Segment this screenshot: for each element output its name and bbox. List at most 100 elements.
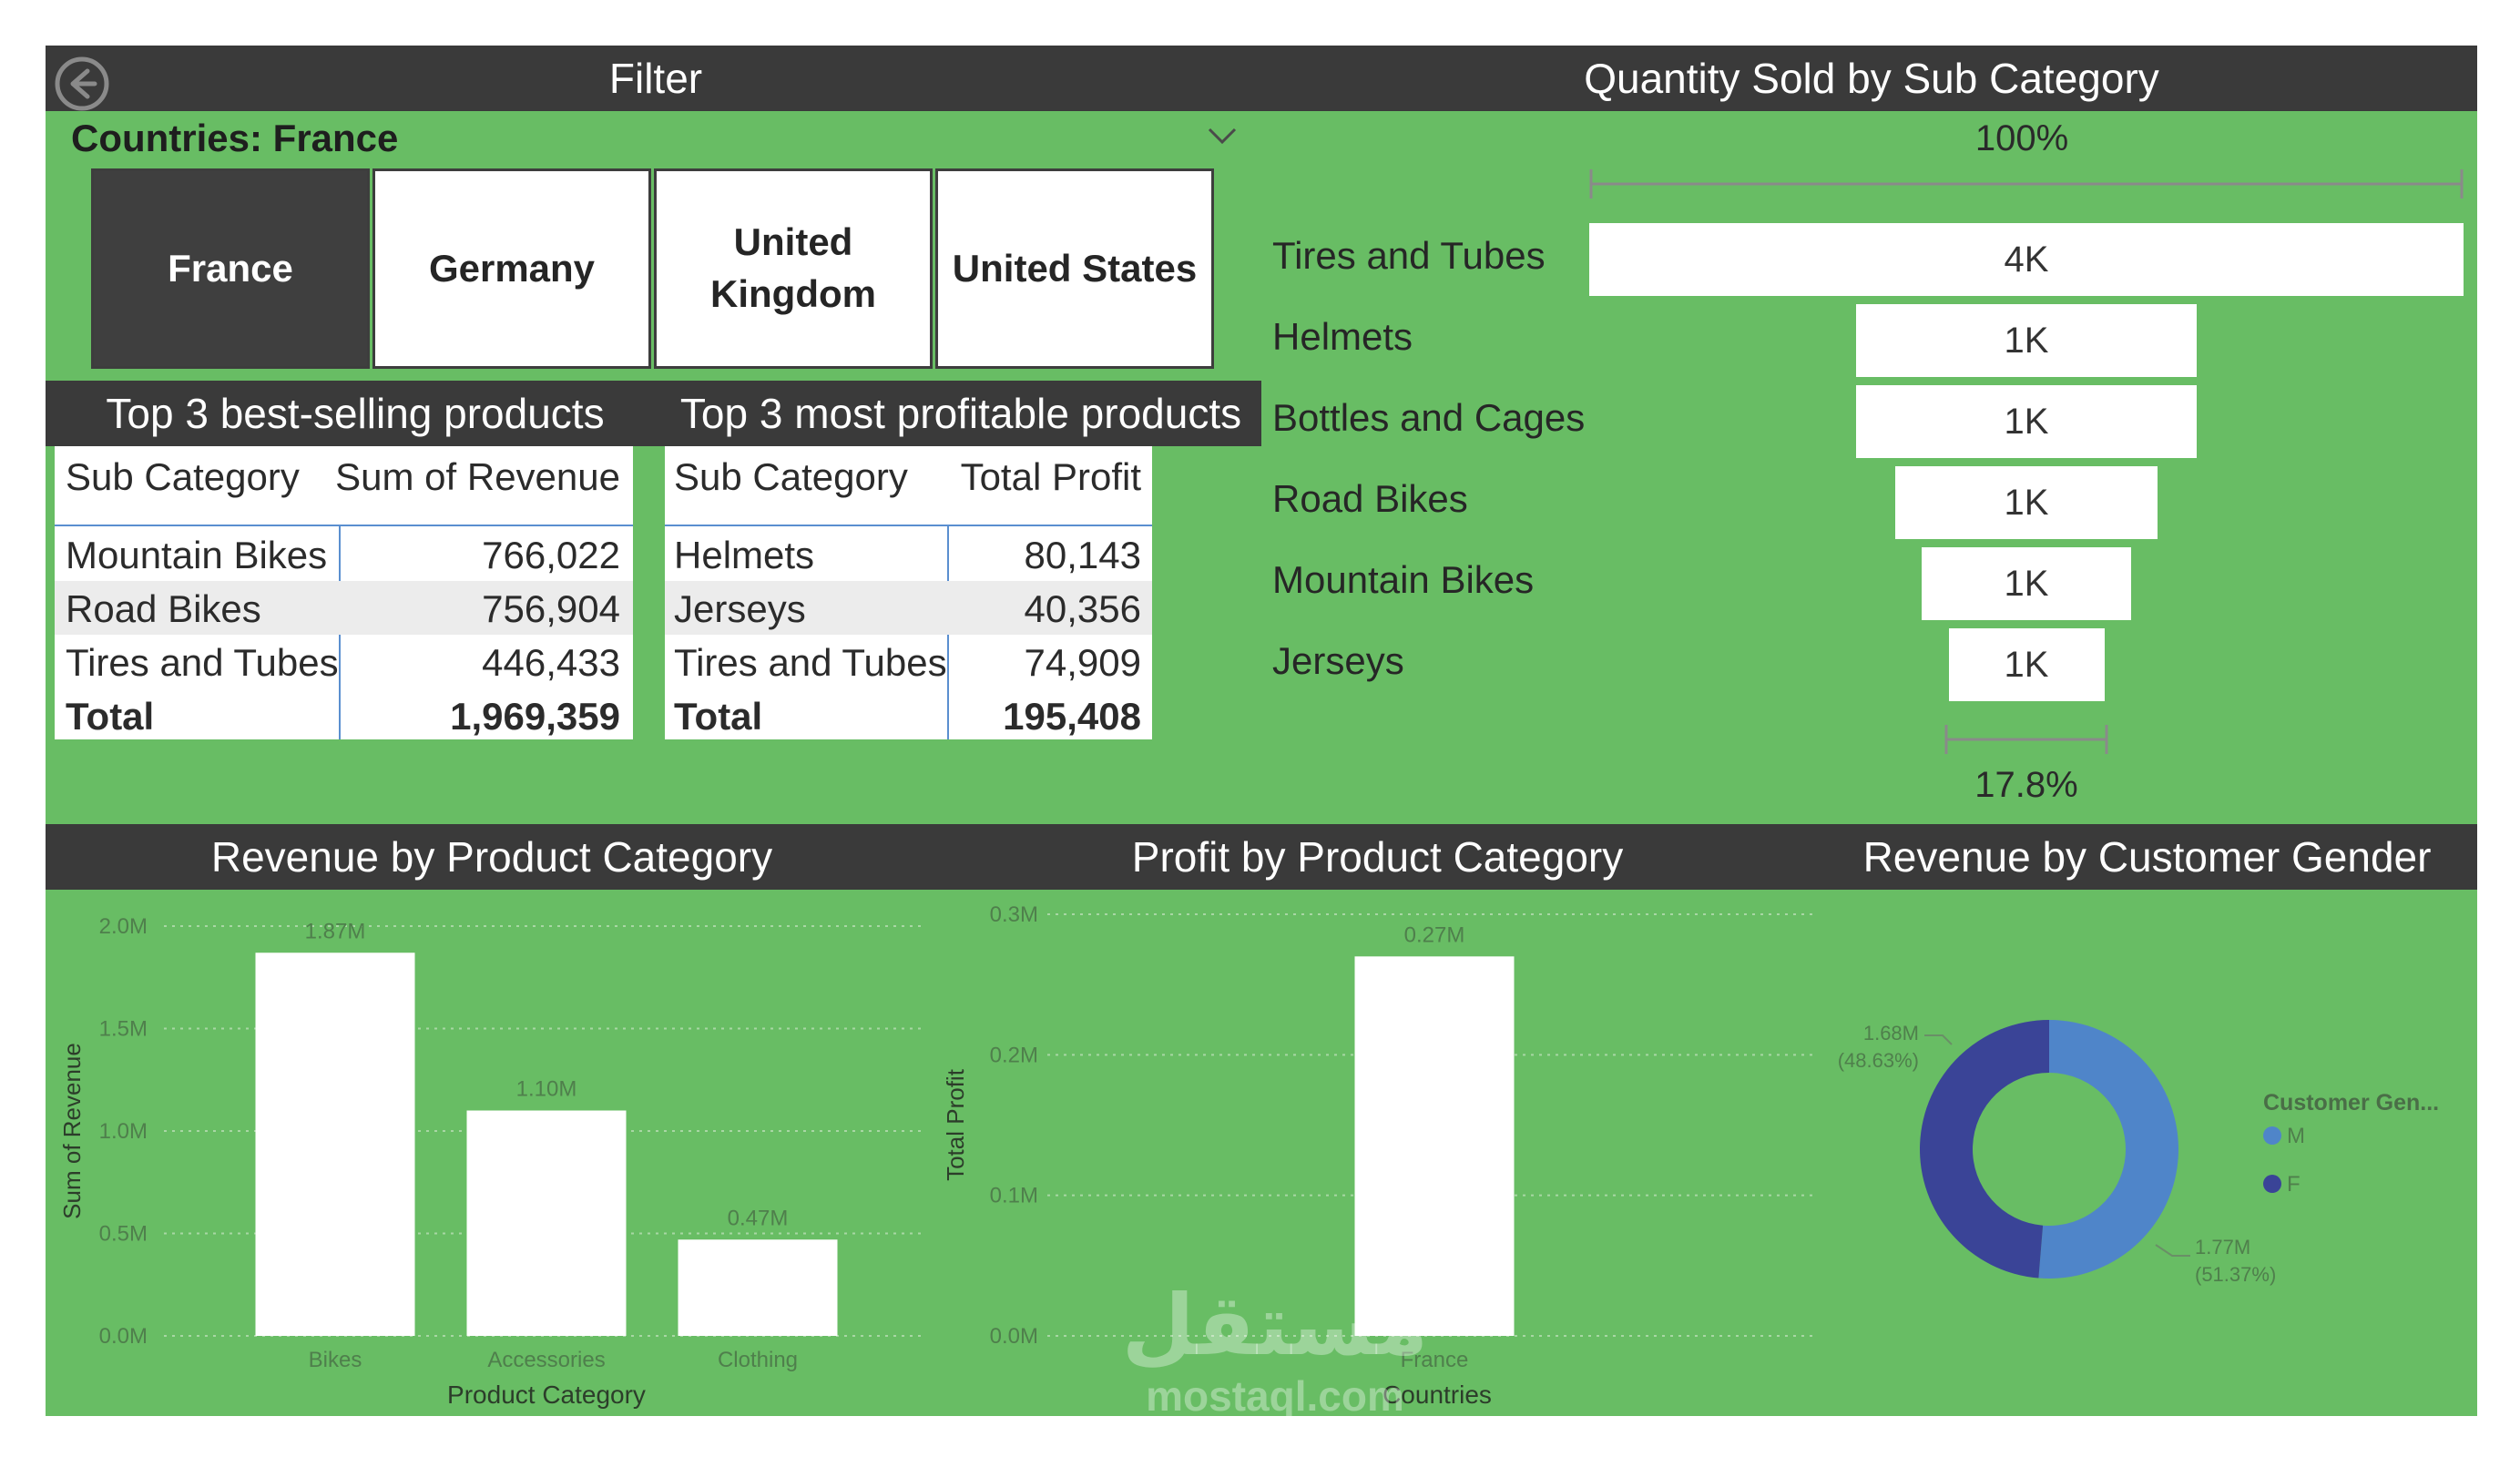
x-axis-title: Product Category <box>447 1381 646 1409</box>
table-row-stripe <box>665 581 1152 635</box>
legend-title: Customer Gen... <box>2263 1090 2439 1116</box>
bottom-panel <box>46 824 2477 1416</box>
profit-category-title: Profit by Product Category <box>1131 833 1624 881</box>
funnel-bar[interactable]: 1K <box>1856 385 2197 458</box>
filter-header: Filter <box>46 46 1266 111</box>
y-axis-title: Sum of Revenue <box>58 1043 86 1219</box>
column-header[interactable]: Sub Category <box>66 455 300 498</box>
profit-by-category-chart: 0.0M 0.1M 0.2M 0.3M 0.27M France Countries Tota… <box>942 902 1817 1409</box>
best-selling-table: Sub Category Sum of Revenue Mountain Bik… <box>55 446 633 739</box>
column-header[interactable]: Total Profit <box>960 455 1141 498</box>
revenue-category-header: Revenue by Product Category <box>46 824 938 890</box>
table-cell: 40,356 <box>1024 587 1141 630</box>
tile-germany[interactable]: Germany <box>372 168 651 369</box>
table-total-label: Total <box>66 695 155 738</box>
x-tick-label: Accessories <box>487 1348 605 1372</box>
donut-percent-label: (51.37%) <box>2195 1263 2276 1286</box>
funnel-bar[interactable]: 1K <box>1922 547 2131 620</box>
y-tick-label: 0.0M <box>990 1324 1038 1349</box>
funnel-bar-label: 4K <box>2004 239 2049 280</box>
tile-label: United States <box>952 246 1198 290</box>
table-cell: Helmets <box>674 534 815 576</box>
bar-data-label: 0.27M <box>1404 922 1465 947</box>
funnel-category-label: Bottles and Cages <box>1272 396 1586 439</box>
donut-slice <box>2038 1020 2179 1279</box>
table-header-divider <box>665 525 1152 526</box>
funnel-top-percent: 100% <box>1974 118 2069 158</box>
funnel-category-label: Mountain Bikes <box>1272 558 1535 601</box>
back-arrow-icon <box>55 56 109 111</box>
leader-line <box>2155 1244 2190 1257</box>
most-profitable-table: Sub Category Total Profit Helmets 80,143… <box>665 446 1152 739</box>
tile-france[interactable]: France <box>91 168 370 369</box>
bar <box>678 1239 838 1336</box>
leader-line <box>1924 1034 1953 1045</box>
most-profitable-header: Top 3 most profitable products <box>660 381 1261 446</box>
legend-item: M <box>2287 1124 2305 1148</box>
table-cell: Tires and Tubes <box>66 641 339 684</box>
y-tick-label: 0.5M <box>99 1222 148 1247</box>
funnel-category-label: Tires and Tubes <box>1272 234 1546 277</box>
tile-label: Germany <box>428 246 596 290</box>
back-button[interactable] <box>53 55 111 113</box>
table-cell: 80,143 <box>1024 534 1141 576</box>
tile-label: United Kingdom <box>710 220 876 315</box>
y-tick-label: 1.0M <box>99 1119 148 1144</box>
y-tick-label: 2.0M <box>99 914 148 939</box>
table-cell: 756,904 <box>482 587 620 630</box>
bar <box>1354 956 1515 1336</box>
legend-item: F <box>2287 1172 2301 1197</box>
tile-united-states[interactable]: United States <box>935 168 1214 369</box>
profit-category-header: Profit by Product Category <box>938 824 1817 890</box>
revenue-gender-title: Revenue by Customer Gender <box>1862 833 2432 881</box>
y-tick-label: 1.5M <box>99 1017 148 1042</box>
watermark-arabic: مستقل <box>1121 1279 1429 1372</box>
table-cell: 766,022 <box>482 534 620 576</box>
bar-data-label: 1.87M <box>305 919 366 943</box>
funnel-bar[interactable]: 1K <box>1895 466 2158 539</box>
bar <box>255 953 415 1336</box>
slicer-label: Countries: France <box>71 117 399 159</box>
table-cell: 74,909 <box>1024 641 1141 684</box>
table-cell: Road Bikes <box>66 587 261 630</box>
slicer-dropdown-button[interactable] <box>1202 118 1242 155</box>
funnel-bar[interactable]: 4K <box>1589 223 2464 296</box>
table-total-value: 195,408 <box>1003 695 1141 738</box>
funnel-bar-label: 1K <box>2004 644 2049 685</box>
table-cell: Jerseys <box>674 587 806 630</box>
donut-value-label: 1.77M <box>2195 1236 2250 1258</box>
donut-value-label: 1.68M <box>1863 1022 1919 1044</box>
funnel-top-bracket <box>1589 166 2464 202</box>
best-selling-header: Top 3 best-selling products <box>46 381 665 446</box>
funnel-bar[interactable]: 1K <box>1948 628 2105 701</box>
bar <box>466 1110 627 1336</box>
watermark-latin: mostaql.com <box>1146 1372 1404 1420</box>
funnel-bar[interactable]: 1K <box>1856 304 2197 377</box>
funnel-bar-label: 1K <box>2004 482 2049 523</box>
funnel-bottom-percent: 17.8% <box>1974 765 2078 805</box>
y-tick-label: 0.0M <box>99 1324 148 1349</box>
column-header[interactable]: Sub Category <box>674 455 908 498</box>
funnel-bar-label: 1K <box>2004 320 2049 361</box>
funnel-header: Quantity Sold by Sub Category <box>1266 46 2477 111</box>
donut-percent-label: (48.63%) <box>1838 1049 1919 1072</box>
revenue-by-category-chart: 0.0M 0.5M 1.0M 1.5M 2.0M 1.87M Bikes 1.10M Acces… <box>58 914 924 1409</box>
table-total-value: 1,969,359 <box>450 695 620 738</box>
bar-data-label: 1.10M <box>516 1077 577 1102</box>
tile-united-kingdom[interactable]: United Kingdom <box>654 168 933 369</box>
x-axis-title: Countries <box>1382 1381 1492 1409</box>
table-total-label: Total <box>674 695 763 738</box>
revenue-gender-header: Revenue by Customer Gender <box>1817 824 2477 890</box>
donut-slice <box>1920 1020 2049 1279</box>
column-header[interactable]: Sum of Revenue <box>335 455 620 498</box>
y-tick-label: 0.3M <box>990 902 1038 927</box>
revenue-category-title: Revenue by Product Category <box>210 833 773 881</box>
funnel-header-title: Quantity Sold by Sub Category <box>1584 55 2159 102</box>
funnel-category-label: Road Bikes <box>1272 477 1468 520</box>
funnel-category-label: Jerseys <box>1272 639 1404 682</box>
table-cell: Tires and Tubes <box>674 641 947 684</box>
x-tick-label: France <box>1401 1348 1469 1372</box>
legend-marker <box>2263 1126 2281 1145</box>
x-tick-label: Bikes <box>309 1348 362 1372</box>
table-cell: 446,433 <box>482 641 620 684</box>
